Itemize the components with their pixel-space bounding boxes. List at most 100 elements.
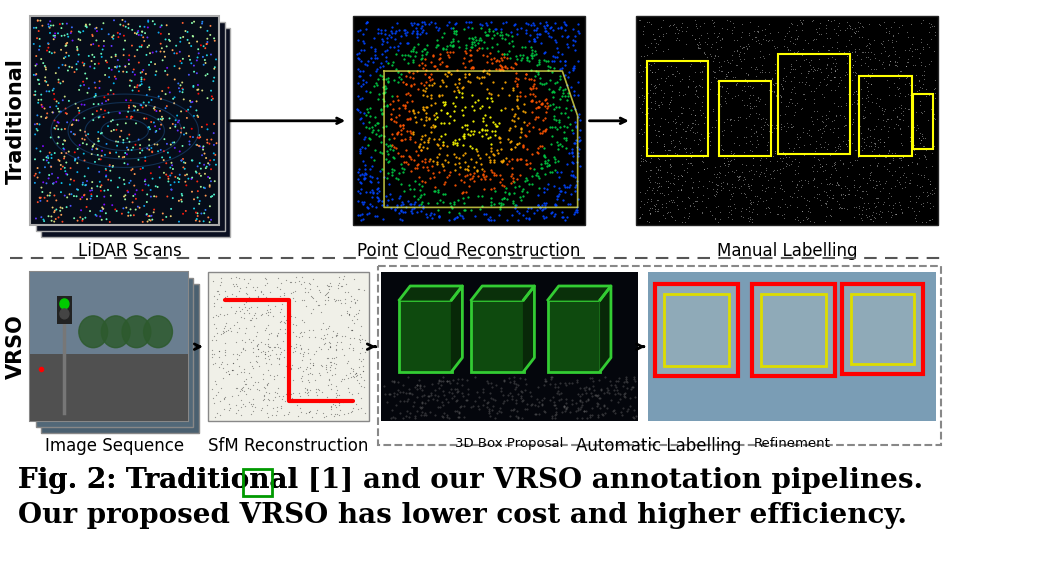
Point: [633, 83, 650, 92]
Point: [340, 310, 357, 319]
Point: [52, 19, 69, 29]
Point: [924, 131, 941, 140]
Point: [884, 170, 901, 179]
Point: [112, 109, 129, 118]
Point: [329, 409, 346, 418]
Point: [293, 343, 310, 352]
Point: [232, 306, 249, 315]
Point: [926, 94, 943, 103]
Point: [296, 384, 313, 393]
Point: [278, 275, 295, 284]
Point: [764, 35, 781, 44]
Point: [764, 128, 781, 137]
Point: [855, 23, 872, 32]
Point: [925, 47, 942, 56]
Point: [881, 123, 898, 132]
Point: [100, 89, 117, 99]
Point: [58, 109, 75, 119]
Bar: [852, 294, 915, 364]
Point: [696, 119, 713, 128]
Point: [636, 200, 652, 209]
Point: [914, 44, 931, 54]
Point: [891, 84, 907, 93]
Point: [27, 214, 44, 223]
Point: [899, 160, 916, 169]
Point: [802, 64, 819, 74]
Point: [714, 34, 730, 43]
Point: [792, 133, 808, 142]
Point: [739, 181, 756, 190]
Point: [652, 172, 669, 181]
Point: [720, 156, 737, 165]
Point: [735, 42, 752, 51]
Point: [131, 203, 148, 212]
Point: [646, 120, 663, 129]
Point: [909, 181, 925, 190]
Point: [826, 55, 843, 64]
Point: [319, 353, 336, 363]
Point: [291, 348, 308, 357]
Point: [860, 92, 877, 101]
Point: [648, 168, 665, 177]
Point: [34, 102, 51, 111]
Point: [797, 35, 814, 44]
Point: [56, 54, 73, 63]
Point: [792, 217, 808, 226]
Point: [148, 128, 164, 137]
Point: [740, 40, 757, 49]
Point: [833, 184, 850, 193]
Point: [730, 183, 747, 192]
Point: [45, 217, 62, 226]
Point: [851, 22, 867, 31]
Point: [57, 166, 74, 176]
Point: [156, 146, 173, 156]
Point: [708, 189, 725, 198]
Point: [99, 121, 116, 131]
Point: [270, 383, 287, 392]
Point: [898, 74, 915, 83]
Point: [780, 144, 797, 153]
Point: [40, 211, 57, 221]
Point: [785, 82, 802, 91]
Point: [237, 389, 254, 398]
Point: [186, 204, 202, 213]
Point: [760, 120, 777, 129]
Point: [134, 27, 151, 36]
Point: [902, 86, 919, 95]
Point: [195, 142, 212, 151]
Point: [105, 125, 122, 135]
Point: [721, 115, 738, 124]
Point: [863, 210, 880, 219]
Point: [696, 164, 713, 173]
Point: [648, 186, 665, 195]
Point: [811, 80, 827, 89]
Point: [756, 169, 773, 178]
Point: [694, 67, 710, 76]
Point: [881, 158, 898, 167]
Point: [66, 148, 83, 157]
Point: [812, 124, 828, 133]
Point: [26, 171, 43, 180]
Point: [93, 52, 110, 62]
Point: [237, 324, 254, 333]
Point: [280, 407, 297, 416]
Point: [637, 63, 653, 72]
Point: [218, 326, 235, 335]
Point: [661, 150, 678, 160]
Point: [876, 142, 893, 151]
Point: [814, 41, 831, 50]
Point: [251, 361, 268, 370]
Point: [301, 358, 318, 367]
Point: [714, 126, 730, 135]
Point: [83, 145, 100, 154]
Point: [679, 167, 696, 176]
Point: [128, 119, 144, 128]
Point: [720, 67, 737, 76]
Point: [707, 172, 724, 181]
Point: [327, 331, 344, 340]
Point: [643, 197, 660, 206]
Point: [98, 172, 115, 181]
Point: [694, 82, 710, 91]
Point: [865, 64, 882, 74]
Point: [893, 207, 910, 217]
